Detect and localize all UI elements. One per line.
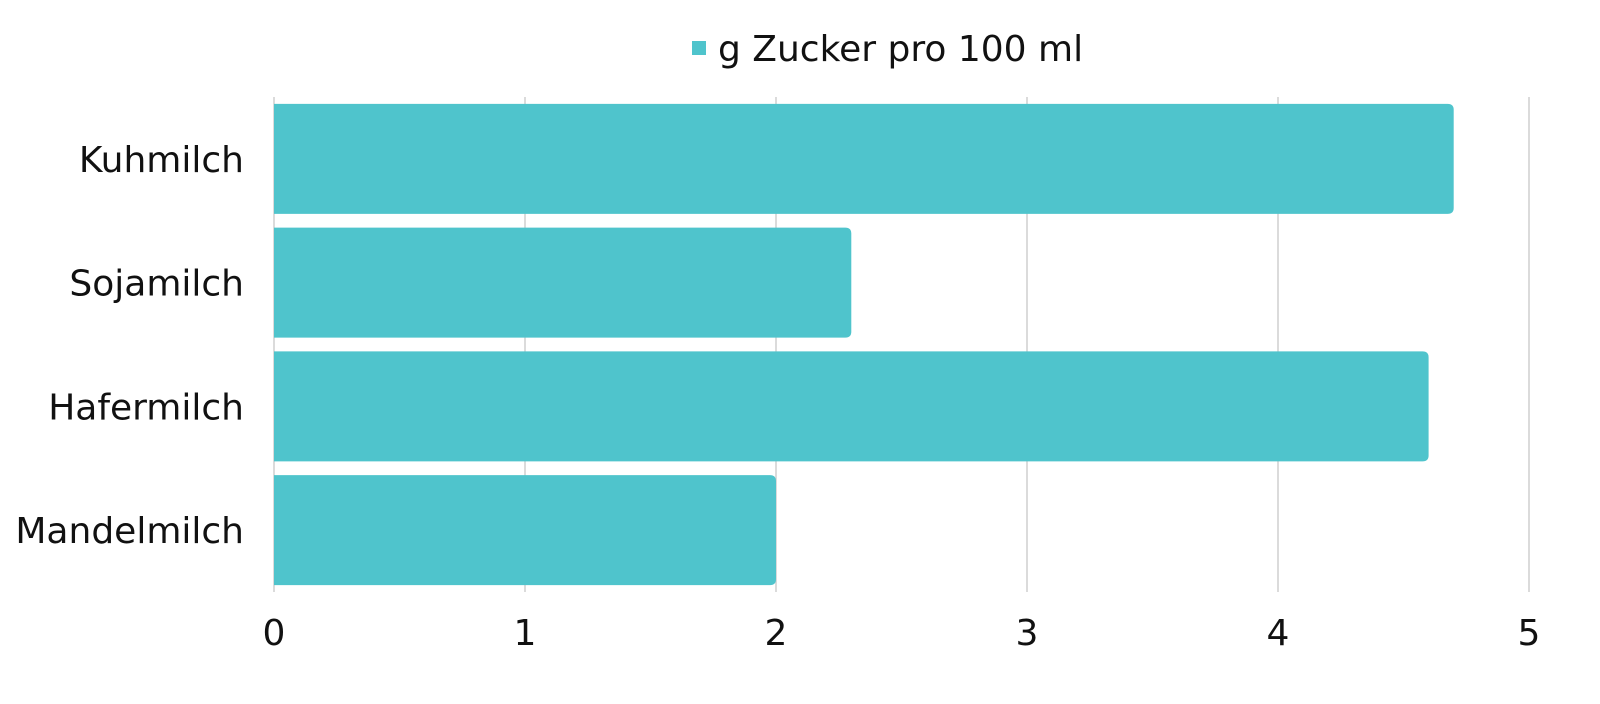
legend-label: g Zucker pro 100 ml: [718, 29, 1083, 70]
x-tick-label-5: 5: [1518, 613, 1541, 654]
legend-swatch: [692, 41, 706, 55]
x-tick-label-4: 4: [1267, 613, 1290, 654]
x-tick-label-0: 0: [263, 613, 286, 654]
category-label-sojamilch: Sojamilch: [69, 264, 244, 305]
category-labels: Kuhmilch Sojamilch Hafermilch Mandelmilch: [15, 140, 244, 552]
x-tick-label-3: 3: [1016, 613, 1039, 654]
bar-kuhmilch: [274, 103, 1454, 214]
x-axis-ticks: 0 1 2 3 4 5: [263, 613, 1541, 654]
x-tick-label-2: 2: [765, 613, 788, 654]
legend: g Zucker pro 100 ml: [692, 29, 1083, 70]
bar-sojamilch: [274, 227, 852, 338]
bar-mandelmilch: [274, 475, 776, 586]
x-tick-label-1: 1: [514, 613, 537, 654]
bar-hafermilch: [274, 351, 1429, 462]
bars: [274, 103, 1454, 586]
category-label-mandelmilch: Mandelmilch: [15, 511, 244, 552]
category-label-hafermilch: Hafermilch: [48, 387, 244, 428]
category-label-kuhmilch: Kuhmilch: [79, 140, 244, 181]
